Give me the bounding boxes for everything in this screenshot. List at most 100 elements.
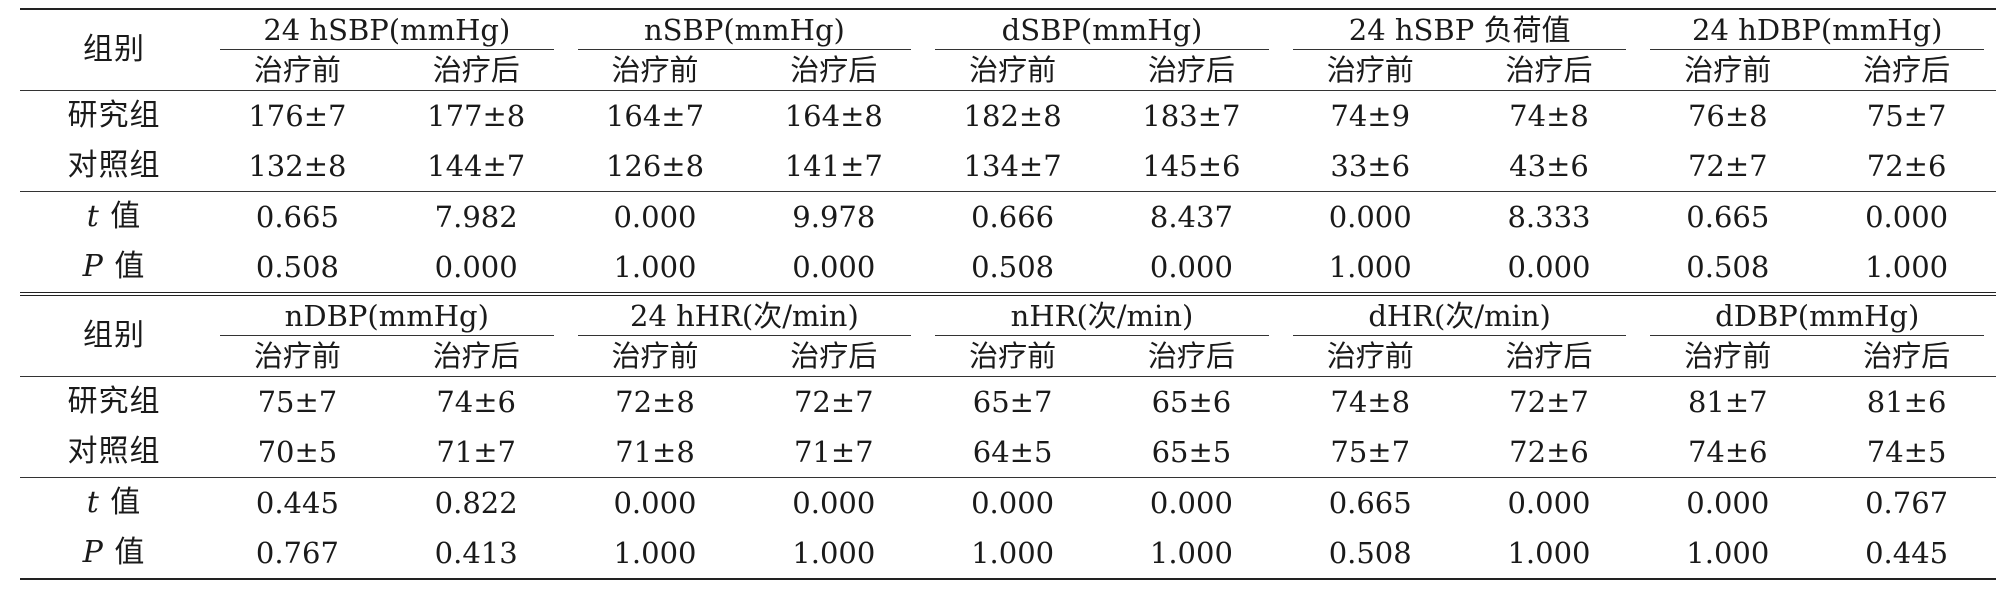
stat-cell: 1.000 — [613, 249, 697, 284]
table-cell: 134±7 — [963, 148, 1062, 183]
stat-cell: 1.000 — [1328, 249, 1412, 284]
table-cell: 145±6 — [1142, 148, 1241, 183]
header-sub-row: 治疗前 治疗后 治疗前 治疗后 治疗前 治疗后 治疗前 治疗后 治疗前 治疗后 — [20, 50, 1996, 91]
stat-label: t 值 — [20, 477, 208, 528]
group-label-header: 组别 — [20, 292, 208, 377]
table-cell: 141±7 — [784, 148, 883, 183]
stat-cell: 0.666 — [923, 191, 1102, 242]
table-cell: 72±6 — [1509, 434, 1589, 469]
stat-suffix: 值 — [103, 535, 146, 570]
stat-cell: 1.000 — [1865, 249, 1949, 284]
table-cell: 176±7 — [208, 90, 387, 141]
stat-cell: 0.822 — [386, 477, 566, 528]
stat-symbol: P — [82, 249, 104, 284]
stat-suffix: 值 — [99, 199, 142, 234]
stat-cell: 1.000 — [923, 528, 1102, 580]
table-cell: 74±6 — [1687, 434, 1768, 469]
table-cell: 70±5 — [257, 434, 338, 469]
header-sub-row: 治疗前 治疗后 治疗前 治疗后 治疗前 治疗后 治疗前 治疗后 治疗前 治疗后 — [20, 336, 1996, 377]
before-treatment-header: 治疗前 — [1326, 338, 1414, 373]
column-group-header: 24 hSBP(mmHg) — [208, 8, 566, 51]
stat-cell: 7.982 — [386, 191, 566, 242]
stat-cell: 0.000 — [565, 191, 745, 242]
column-group-header: nHR(次/min) — [923, 292, 1281, 338]
table-cell: 177±8 — [386, 90, 566, 141]
stat-cell: 0.508 — [971, 249, 1055, 284]
stat-cell: 0.508 — [255, 249, 339, 284]
table-row: 对照组 70±5 71±7 71±8 71±7 64±5 65±5 75±7 72±6 74±6 7… — [20, 427, 1996, 478]
stat-cell: 9.978 — [744, 191, 924, 242]
table-cell: 75±7 — [1330, 434, 1411, 469]
after-treatment-header: 治疗后 — [1863, 338, 1951, 373]
stat-cell: 0.665 — [1638, 191, 1818, 242]
table-cell: 164±8 — [744, 90, 924, 141]
before-treatment-header: 治疗前 — [1684, 338, 1772, 373]
row-label: 研究组 — [20, 376, 208, 427]
before-treatment-header: 治疗前 — [611, 52, 699, 87]
table-cell: 65±5 — [1151, 434, 1232, 469]
stat-cell: 0.000 — [1280, 191, 1460, 242]
table-cell: 74±8 — [1280, 376, 1460, 427]
after-treatment-header: 治疗后 — [432, 338, 520, 373]
column-group-header: 24 hSBP 负荷值 — [1280, 8, 1639, 51]
column-group-header: dSBP(mmHg) — [923, 8, 1281, 51]
after-treatment-header: 治疗后 — [1505, 338, 1593, 373]
stat-label: t 值 — [20, 191, 208, 242]
group-label-header: 组别 — [20, 8, 208, 91]
table-cell: 74±9 — [1280, 90, 1460, 141]
table-row: 研究组 176±7 177±8 164±7 164±8 182±8 183±7 74±9 74±… — [20, 90, 1997, 141]
stat-cell: 0.000 — [1817, 191, 1997, 242]
after-treatment-header: 治疗后 — [790, 338, 878, 373]
table-row: 对照组 132±8 144±7 126±8 141±7 134±7 145±6 33±6 43±… — [20, 141, 1996, 192]
before-treatment-header: 治疗前 — [253, 338, 341, 373]
stat-cell: 0.000 — [1507, 249, 1591, 284]
table-cell: 65±7 — [923, 376, 1102, 427]
column-group-header: dDBP(mmHg) — [1638, 292, 1997, 338]
stat-cell: 0.767 — [208, 528, 387, 580]
stat-cell: 8.333 — [1459, 191, 1639, 242]
stat-label: P 值 — [20, 242, 208, 294]
column-group-header: nDBP(mmHg) — [208, 292, 566, 338]
stat-cell: 0.000 — [1459, 477, 1639, 528]
column-group-header: nSBP(mmHg) — [565, 8, 924, 51]
stat-suffix: 值 — [99, 485, 142, 520]
stat-cell: 1.000 — [744, 528, 924, 580]
stat-cell: 0.445 — [208, 477, 387, 528]
stat-cell: 1.000 — [1638, 528, 1818, 580]
stat-cell: 1.000 — [565, 528, 745, 580]
stat-row: P 值 0.767 0.413 1.000 1.000 1.000 1.000 0.508 1.… — [20, 528, 1997, 580]
table-cell: 72±6 — [1866, 148, 1947, 183]
table-cell: 72±7 — [1459, 376, 1639, 427]
stat-cell: 0.508 — [1280, 528, 1460, 580]
table-cell: 182±8 — [923, 90, 1102, 141]
stat-row: P 值 0.508 0.000 1.000 0.000 0.508 0.000 1.000 0.… — [20, 242, 1996, 294]
table-cell: 74±8 — [1459, 90, 1639, 141]
table-cell: 126±8 — [605, 148, 705, 183]
results-table: 组别 24 hSBP(mmHg) nSBP(mmHg) dSBP(mmHg) 24 hS… — [20, 8, 1997, 580]
before-treatment-header: 治疗前 — [969, 52, 1057, 87]
stat-cell: 1.000 — [1459, 528, 1639, 580]
table-row: 研究组 75±7 74±6 72±8 72±7 65±7 65±6 74±8 72±7 81±7 8… — [20, 376, 1997, 427]
table-cell: 75±7 — [1817, 90, 1997, 141]
table-cell: 72±7 — [1687, 148, 1768, 183]
stat-cell: 0.665 — [208, 191, 387, 242]
before-treatment-header: 治疗前 — [611, 338, 699, 373]
header-group-row: 组别 24 hSBP(mmHg) nSBP(mmHg) dSBP(mmHg) 24 hS… — [20, 8, 1997, 91]
table-cell: 76±8 — [1638, 90, 1818, 141]
stat-cell: 0.000 — [565, 477, 745, 528]
column-group-header: 24 hDBP(mmHg) — [1638, 8, 1997, 51]
stat-cell: 0.000 — [744, 477, 924, 528]
stat-cell: 0.000 — [1149, 249, 1233, 284]
table-cell: 74±6 — [386, 376, 566, 427]
before-treatment-header: 治疗前 — [253, 52, 341, 87]
stat-cell: 0.508 — [1686, 249, 1770, 284]
table-cell: 65±6 — [1102, 376, 1281, 427]
table-cell: 33±6 — [1330, 148, 1411, 183]
stat-suffix: 值 — [103, 249, 146, 284]
stat-symbol: t — [86, 199, 100, 234]
stat-label: P 值 — [20, 528, 208, 580]
table-cell: 81±6 — [1817, 376, 1997, 427]
stat-symbol: P — [82, 535, 104, 570]
stat-row: t 值 0.665 7.982 0.000 9.978 0.666 8.437 0.000 8.… — [20, 191, 1997, 242]
